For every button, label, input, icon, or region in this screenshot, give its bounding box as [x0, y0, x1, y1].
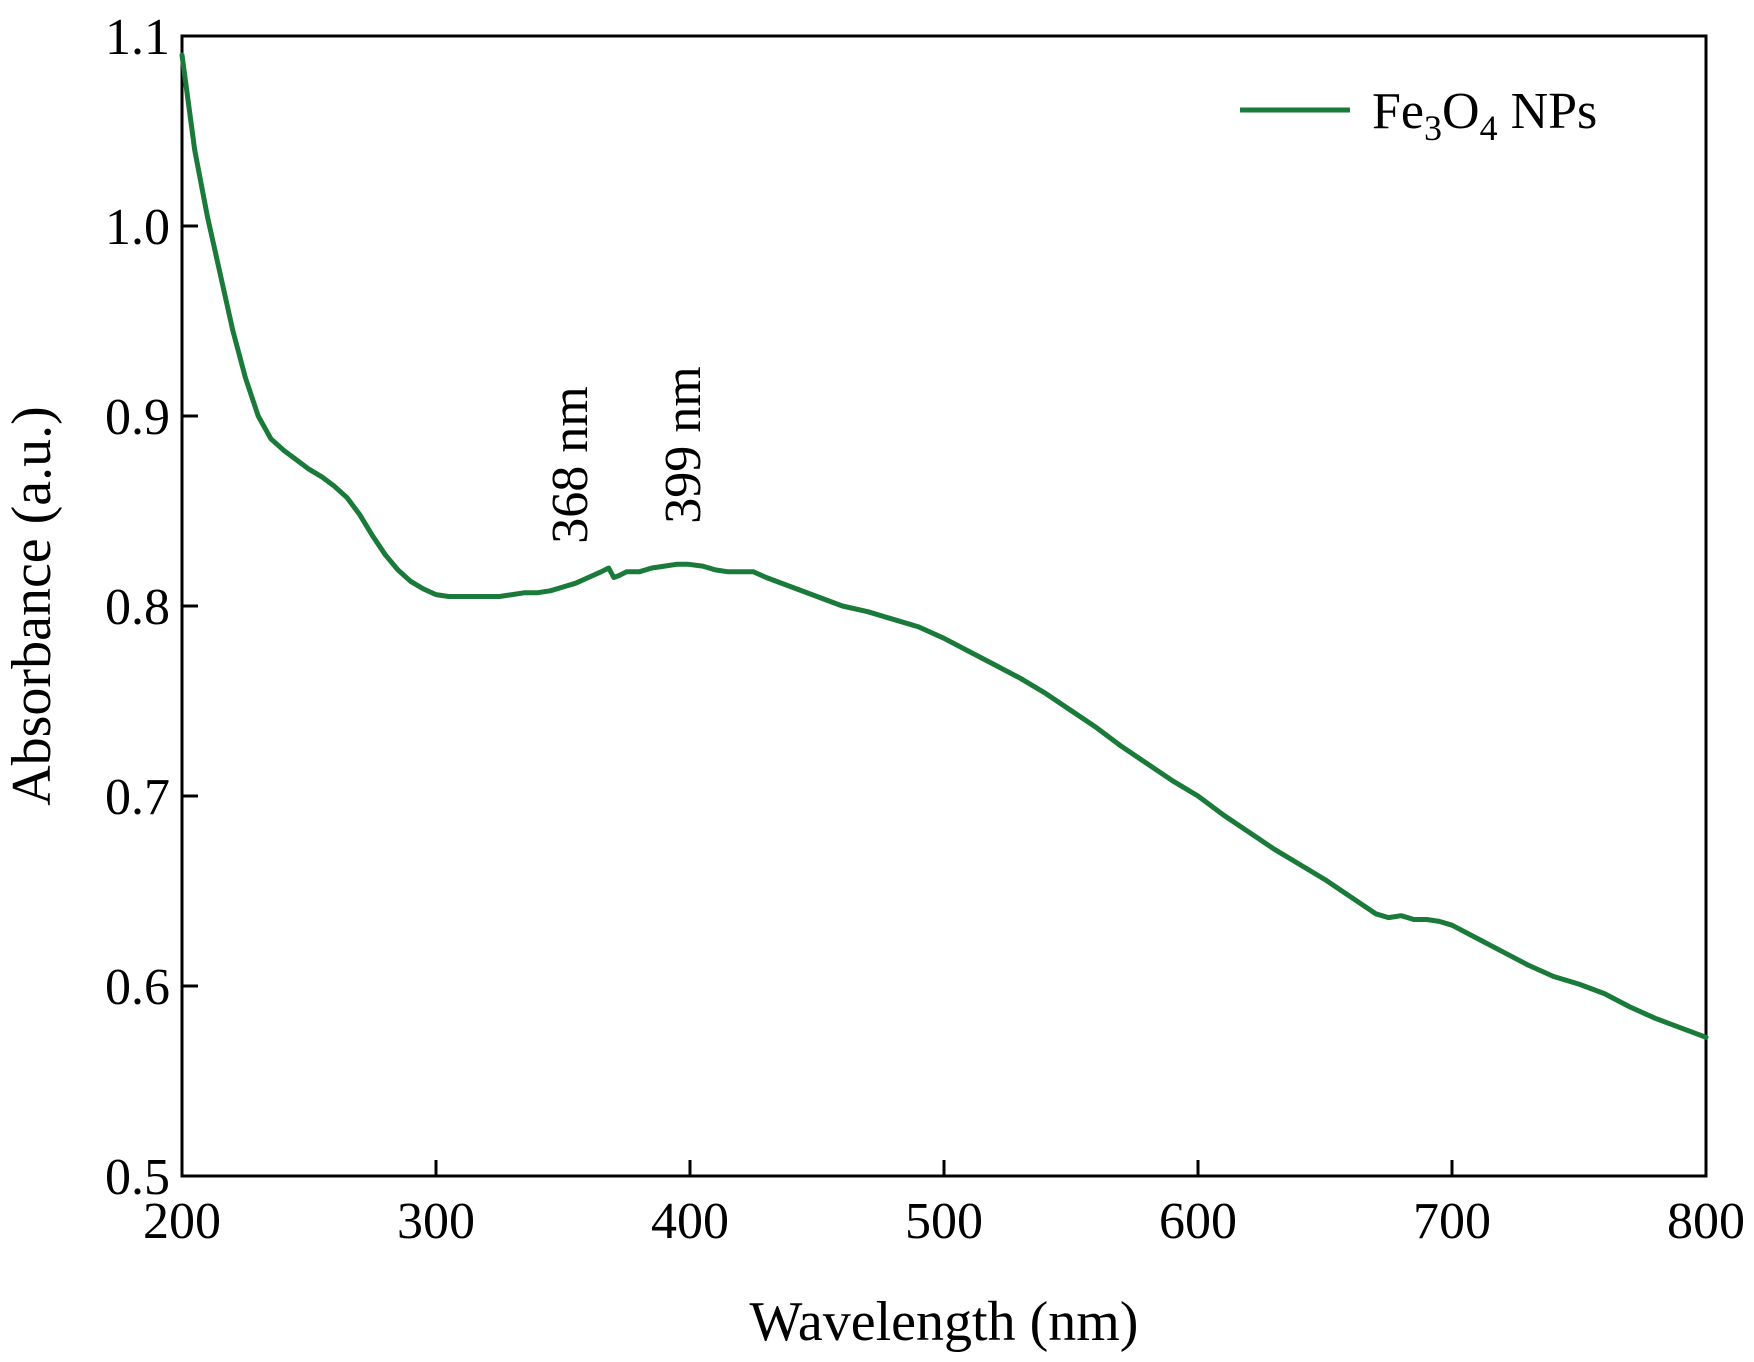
- legend: Fe3O4 NPs: [1240, 83, 1597, 148]
- legend-label-nps: NPs: [1498, 83, 1598, 140]
- y-tick-label-0.8: 0.8: [105, 579, 170, 636]
- annotation-399nm: 399 nm: [655, 366, 712, 523]
- x-tick-label-200: 200: [143, 1193, 221, 1250]
- legend-label-o: O: [1442, 83, 1480, 140]
- x-tick-label-500: 500: [905, 1193, 983, 1250]
- y-tick-label-0.9: 0.9: [105, 389, 170, 446]
- legend-sub-4: 4: [1480, 108, 1498, 148]
- x-tick-label-800: 800: [1667, 1193, 1745, 1250]
- x-tick-label-300: 300: [397, 1193, 475, 1250]
- y-tick-label-0.6: 0.6: [105, 959, 170, 1016]
- axis-ticks: [180, 34, 1708, 1178]
- y-tick-label-1.1: 1.1: [105, 9, 170, 66]
- x-axis-title: Wavelength (nm): [750, 1291, 1139, 1353]
- y-tick-label-0.5: 0.5: [105, 1149, 170, 1206]
- x-tick-labels: 200 300 400 500 600 700 800: [143, 1193, 1745, 1250]
- series-line-fe3o4: [179, 52, 1709, 1040]
- y-tick-label-0.7: 0.7: [105, 769, 170, 826]
- legend-label: Fe3O4 NPs: [1372, 83, 1597, 148]
- x-tick-label-400: 400: [651, 1193, 729, 1250]
- plot-frame: [180, 34, 1708, 1178]
- legend-label-fe: Fe: [1372, 83, 1424, 140]
- x-tick-label-700: 700: [1413, 1193, 1491, 1250]
- legend-sub-3: 3: [1424, 108, 1442, 148]
- x-tick-label-600: 600: [1159, 1193, 1237, 1250]
- y-axis-title: Absorbance (a.u.): [1, 406, 63, 806]
- annotation-368nm: 368 nm: [542, 386, 599, 543]
- y-tick-labels: 0.5 0.6 0.7 0.8 0.9 1.0 1.1: [105, 9, 170, 1206]
- y-tick-label-1: 1.0: [105, 199, 170, 256]
